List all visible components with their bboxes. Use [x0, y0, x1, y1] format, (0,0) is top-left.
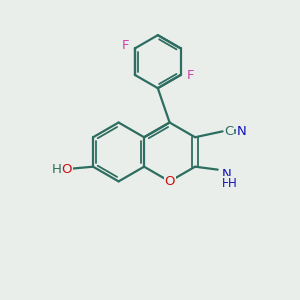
Text: N: N [222, 168, 231, 181]
Text: F: F [121, 39, 129, 52]
Text: H: H [228, 177, 237, 190]
Text: O: O [61, 163, 72, 176]
Text: F: F [187, 69, 194, 82]
Text: H: H [52, 163, 62, 176]
Text: H: H [222, 177, 231, 190]
Text: N: N [236, 125, 246, 138]
Text: O: O [164, 175, 175, 188]
Text: C: C [224, 125, 234, 138]
